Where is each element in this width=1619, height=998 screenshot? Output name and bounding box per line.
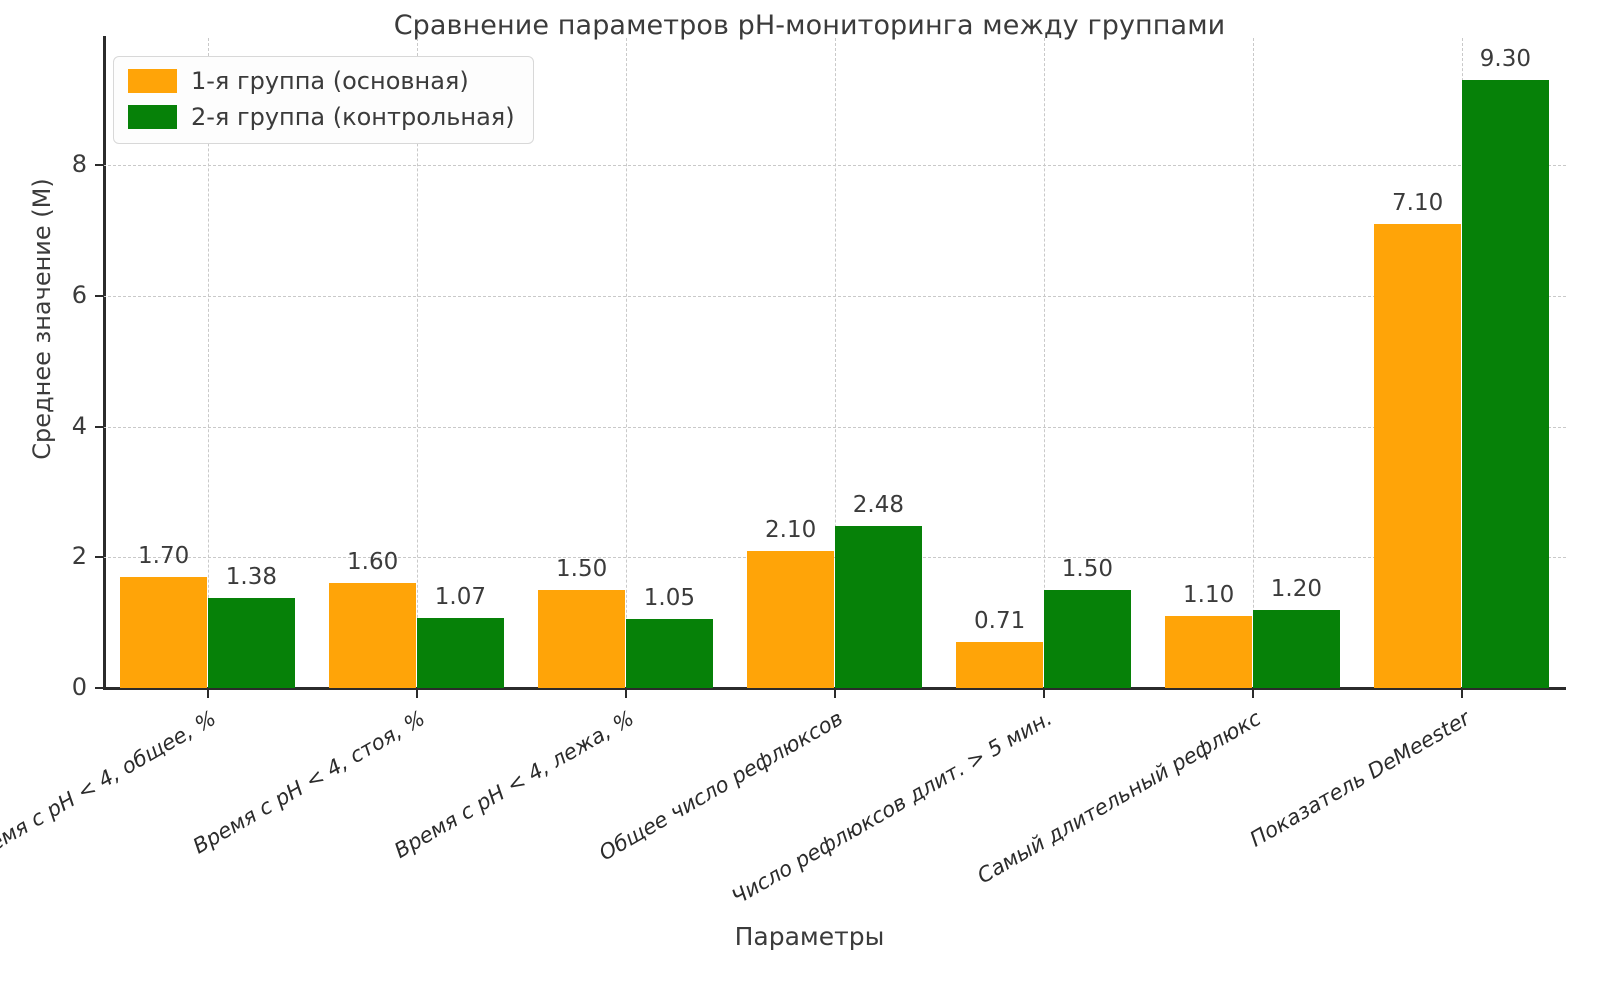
bar-group1[interactable] (537, 590, 626, 688)
bar-value-label: 0.71 (974, 607, 1026, 634)
bar-value-label: 1.60 (347, 549, 399, 576)
bar-group1[interactable] (328, 583, 417, 688)
x-tick-mark (1042, 690, 1045, 698)
y-tick-label: 8 (71, 150, 87, 179)
plot-area (103, 38, 1566, 688)
bar-value-label: 2.10 (765, 516, 817, 543)
bar-group1[interactable] (1164, 616, 1253, 688)
bar-group2[interactable] (1252, 609, 1341, 688)
legend-label-group1: 1-я группа (основная) (191, 67, 469, 95)
bar-group1[interactable] (955, 641, 1044, 688)
y-tick-label: 4 (71, 411, 87, 440)
bar-group1[interactable] (119, 576, 208, 688)
legend: 1-я группа (основная) 2-я группа (контро… (113, 56, 534, 144)
gridline-x (834, 38, 836, 688)
x-axis-spine (103, 687, 1566, 690)
bar-value-label: 1.10 (1183, 582, 1235, 609)
bar-group1[interactable] (1373, 224, 1462, 688)
y-tick-label: 2 (71, 542, 87, 571)
bar-group2[interactable] (416, 618, 505, 688)
x-tick-mark (206, 690, 209, 698)
bar-value-label: 1.38 (225, 563, 277, 590)
y-tick-mark (95, 556, 104, 559)
legend-swatch-group1 (128, 69, 177, 93)
bar-value-label: 1.70 (138, 542, 190, 569)
y-tick-label: 0 (71, 673, 87, 701)
x-tick-label: Общее число рефлюксов (594, 706, 847, 866)
chart-title: Сравнение параметров pH-мониторинга межд… (393, 10, 1226, 41)
x-tick-mark (415, 690, 418, 698)
bar-group2[interactable] (834, 526, 923, 688)
bar-value-label: 1.50 (556, 556, 608, 582)
bar-value-label: 9.30 (1479, 46, 1531, 73)
legend-item-group2[interactable]: 2-я группа (контрольная) (128, 103, 515, 131)
y-tick-mark (95, 164, 104, 167)
y-tick-mark (95, 425, 104, 428)
bar-group2[interactable] (1461, 80, 1550, 688)
bar-group2[interactable] (625, 619, 714, 688)
gridline-x (1252, 38, 1254, 688)
y-axis-spine (103, 36, 106, 690)
x-tick-mark (833, 690, 836, 698)
x-axis-label: Параметры (734, 922, 885, 951)
gridline-x (625, 38, 627, 688)
x-tick-label: Время с pH < 4, лежа, % (389, 706, 638, 863)
y-tick-mark (95, 687, 104, 689)
gridline-x (207, 38, 209, 688)
legend-swatch-group2 (128, 105, 177, 129)
bar-group2[interactable] (207, 597, 296, 688)
y-tick-label: 6 (71, 281, 87, 310)
bar-value-label: 1.20 (1270, 575, 1322, 602)
bar-value-label: 2.48 (852, 491, 904, 518)
x-tick-mark (1460, 690, 1463, 698)
y-tick-mark (95, 295, 104, 298)
bar-group1[interactable] (746, 550, 835, 688)
plot-inner (103, 38, 1566, 688)
bar-value-label: 1.05 (643, 585, 695, 612)
legend-item-group1[interactable]: 1-я группа (основная) (128, 67, 515, 95)
bar-value-label: 1.07 (434, 584, 486, 611)
x-tick-mark (624, 690, 627, 698)
bar-value-label: 7.10 (1392, 190, 1444, 217)
legend-label-group2: 2-я группа (контрольная) (191, 103, 515, 131)
x-tick-mark (1251, 690, 1254, 698)
y-axis-label: Среднее значение (M) (28, 178, 56, 460)
gridline-x (416, 38, 418, 688)
bar-value-label: 1.50 (1061, 556, 1113, 582)
gridline-x (1043, 38, 1045, 688)
bar-group2[interactable] (1043, 590, 1132, 688)
